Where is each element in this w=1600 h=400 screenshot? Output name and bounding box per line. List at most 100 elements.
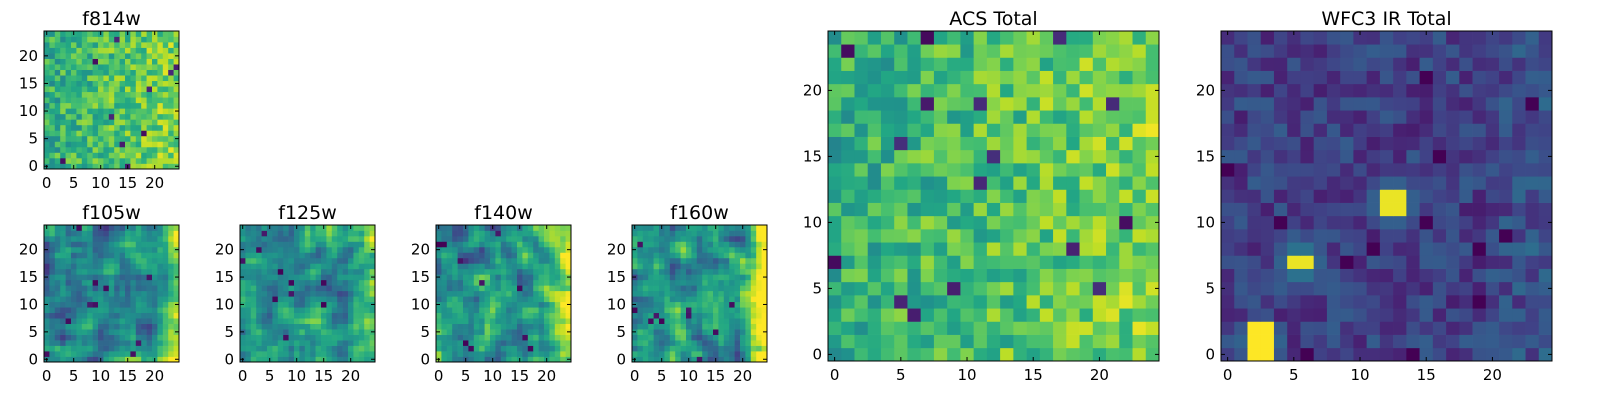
heatmap-cell	[734, 230, 741, 237]
heatmap-cell	[894, 70, 908, 85]
heatmap-cell	[691, 279, 698, 286]
heatmap-cell	[152, 157, 158, 164]
heatmap-cell	[125, 279, 131, 286]
heatmap-cell	[1366, 176, 1381, 190]
heatmap-cell	[272, 268, 279, 275]
heatmap-cell	[907, 44, 922, 58]
heatmap-cell	[98, 53, 104, 59]
heatmap-cell	[664, 230, 671, 237]
heatmap-cell	[947, 229, 961, 243]
heatmap-cell	[841, 176, 855, 190]
heatmap-cell	[87, 58, 93, 65]
heatmap-cell	[1106, 70, 1120, 85]
heatmap-cell	[960, 97, 974, 111]
heatmap-cell	[1485, 163, 1500, 177]
heatmap-cell	[294, 274, 300, 281]
heatmap-cell	[756, 279, 762, 286]
heatmap-cell	[854, 163, 869, 177]
heatmap-cell	[353, 351, 360, 357]
heatmap-cell	[173, 75, 180, 82]
heatmap-cell	[125, 119, 131, 126]
heatmap-cell	[1538, 295, 1553, 309]
heatmap-cell	[1273, 189, 1288, 203]
heatmap-cell	[87, 246, 93, 253]
heatmap-cell	[114, 230, 120, 237]
heatmap-cell	[92, 130, 99, 137]
heatmap-cell	[511, 301, 518, 308]
heatmap-cell	[125, 102, 131, 109]
heatmap-cell	[565, 268, 572, 275]
heatmap-cell	[1353, 31, 1367, 45]
heatmap-cell	[288, 246, 295, 253]
heatmap-cell	[304, 225, 311, 231]
heatmap-cell	[745, 351, 752, 357]
heatmap-cell	[331, 263, 338, 270]
heatmap-cell	[92, 268, 99, 275]
heatmap-cell	[369, 334, 376, 341]
heatmap-cell	[152, 279, 158, 286]
heatmap-cell	[973, 229, 988, 243]
heatmap-cell	[1446, 163, 1460, 177]
heatmap-cell	[1145, 281, 1160, 296]
heatmap-cell	[1273, 215, 1288, 230]
heatmap-cell	[326, 252, 333, 259]
heatmap-cell	[648, 235, 654, 242]
heatmap-cell	[740, 329, 746, 335]
heatmap-cell	[1538, 308, 1553, 322]
heatmap-cell	[65, 312, 72, 319]
heatmap-cell	[76, 296, 83, 303]
heatmap-cell	[761, 241, 768, 248]
heatmap-cell	[479, 301, 485, 308]
heatmap-cell	[87, 345, 93, 352]
heatmap-cell	[490, 230, 496, 237]
heatmap-cell	[653, 351, 660, 357]
heatmap-cell	[364, 340, 370, 346]
heatmap-cell	[168, 130, 174, 137]
heatmap-cell	[756, 268, 762, 275]
heatmap-cell	[750, 323, 757, 330]
heatmap-cell	[108, 119, 115, 126]
heatmap-cell	[1092, 295, 1107, 309]
heatmap-cell	[1353, 321, 1367, 335]
heatmap-cell	[1525, 347, 1540, 362]
heatmap-cell	[1525, 295, 1540, 309]
heatmap-cell	[527, 351, 534, 357]
heatmap-cell	[511, 318, 518, 324]
heatmap-cell	[642, 323, 649, 330]
heatmap-cell	[1459, 176, 1473, 190]
heatmap-cell	[87, 312, 93, 319]
heatmap-cell	[1366, 321, 1381, 335]
heatmap-cell	[734, 268, 741, 275]
heatmap-cell	[299, 263, 306, 270]
heatmap-cell	[718, 301, 725, 308]
heatmap-cell	[173, 263, 180, 270]
heatmap-cell	[157, 113, 164, 120]
heatmap-cell	[554, 301, 561, 308]
heatmap-cell	[71, 279, 77, 286]
heatmap-cell	[632, 351, 638, 357]
heatmap-cell	[1026, 57, 1041, 71]
heatmap-cell	[1066, 97, 1080, 111]
heatmap-cell	[71, 235, 77, 242]
heatmap-cell	[54, 285, 61, 292]
heatmap-cell	[173, 351, 180, 357]
heatmap-cell	[653, 225, 660, 231]
heatmap-cell	[533, 246, 539, 253]
heatmap-cell	[1459, 229, 1473, 243]
heatmap-cell	[565, 230, 572, 237]
heatmap-cell	[245, 257, 252, 264]
heatmap-cell	[103, 157, 110, 164]
heatmap-cell	[729, 329, 735, 335]
heatmap-cell	[696, 301, 703, 308]
heatmap-cell	[125, 241, 131, 248]
heatmap-cell	[854, 83, 869, 98]
heatmap-cell	[152, 252, 158, 259]
heatmap-cell	[76, 323, 83, 330]
heatmap-cell	[522, 252, 529, 259]
heatmap-cell	[65, 69, 72, 76]
heatmap-cell	[484, 285, 491, 292]
heatmap-cell	[119, 119, 126, 126]
heatmap-cell	[473, 334, 480, 341]
heatmap-cell	[108, 252, 115, 259]
heatmap-cell	[522, 323, 529, 330]
